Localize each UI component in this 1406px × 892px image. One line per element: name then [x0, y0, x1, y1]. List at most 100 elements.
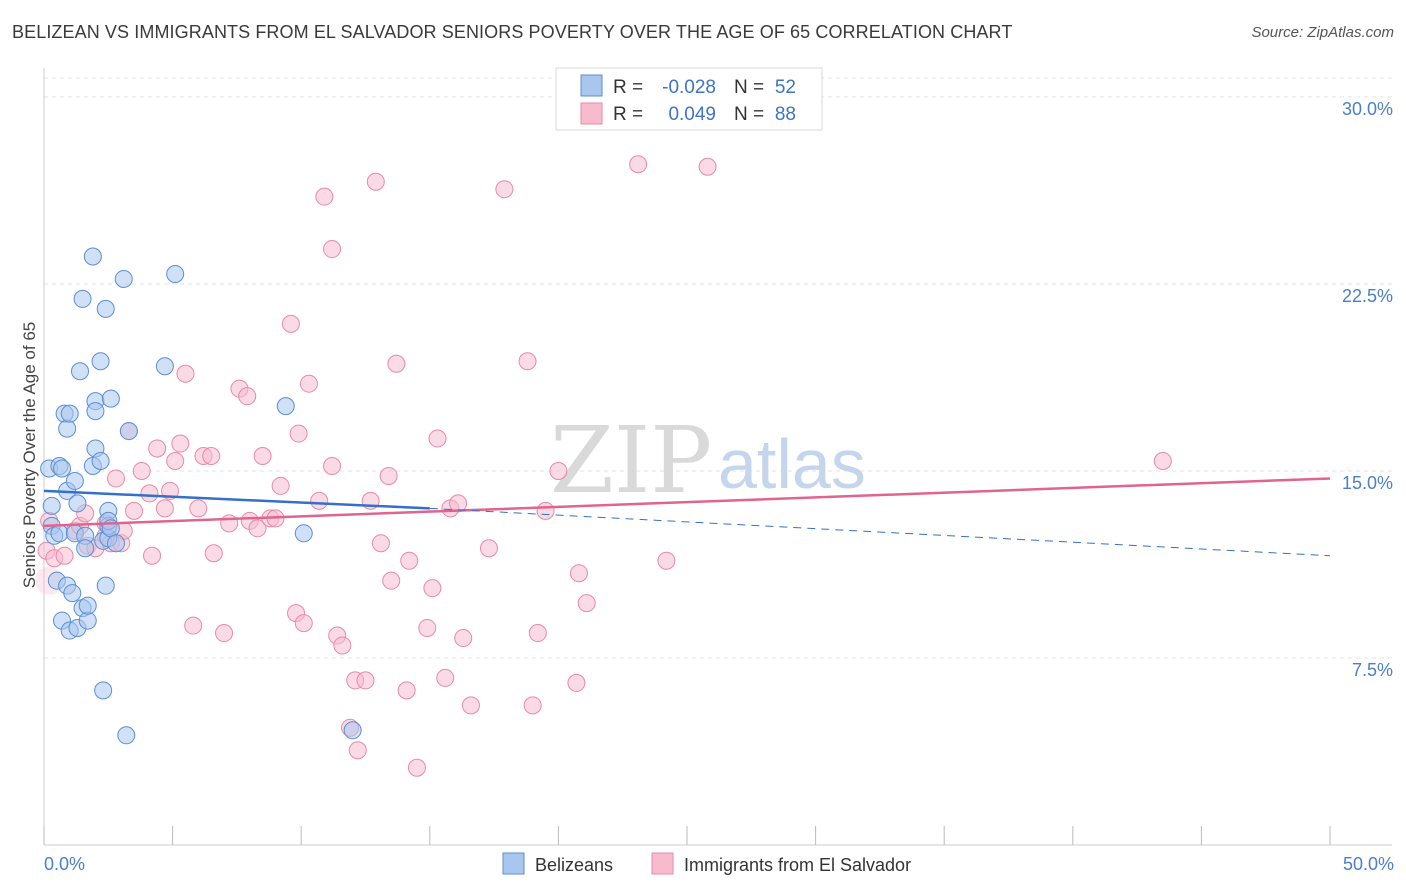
- el-salvador-point-71: [454, 629, 473, 648]
- el-salvador-point-48: [323, 240, 342, 259]
- belizeans-point-50: [276, 397, 295, 416]
- y-tick-label-3: 30.0%: [1342, 99, 1393, 119]
- el-salvador-point-29: [202, 447, 221, 466]
- belizeans-point-20: [71, 362, 90, 381]
- el-salvador-point-31: [215, 624, 234, 643]
- belizeans-point-42: [101, 389, 120, 408]
- el-salvador-point-68: [436, 668, 455, 687]
- belizeans-point-14: [60, 404, 79, 423]
- el-salvador-point-36: [248, 519, 267, 538]
- belizeans-point-25: [78, 611, 97, 630]
- el-salvador-point-81: [569, 564, 588, 583]
- belizeans-point-15: [63, 584, 82, 603]
- el-salvador-point-3: [55, 546, 74, 565]
- el-salvador-point-85: [698, 157, 717, 176]
- el-salvador-point-32: [220, 514, 239, 533]
- belizeans-point-32: [91, 451, 110, 470]
- el-salvador-point-23: [166, 451, 185, 470]
- belizeans-point-33: [91, 352, 110, 371]
- belizeans-point-45: [114, 269, 133, 288]
- belizeans-point-46: [117, 726, 136, 745]
- el-salvador-point-46: [310, 491, 329, 510]
- el-salvador-point-41: [281, 314, 300, 333]
- el-salvador-point-74: [495, 180, 514, 199]
- belizeans-point-26: [78, 596, 97, 615]
- el-salvador-point-24: [171, 434, 190, 453]
- el-salvador-point-12: [107, 469, 126, 488]
- legend-n-label-2: N =: [734, 104, 764, 125]
- el-salvador-point-16: [125, 501, 144, 520]
- el-salvador-point-49: [323, 456, 342, 475]
- legend-swatch-el-salvador: [580, 102, 603, 125]
- legend-r-value-1: -0.028: [662, 77, 716, 98]
- el-salvador-point-75: [518, 352, 537, 371]
- el-salvador-point-76: [523, 696, 542, 715]
- el-salvador-point-62: [397, 681, 416, 700]
- belizeans-point-24: [76, 539, 95, 558]
- watermark-zip: ZIP: [550, 407, 712, 514]
- belizeans-trend-line: [43, 489, 430, 510]
- bottom-legend: Belizeans Immigrants from El Salvador: [502, 852, 911, 875]
- el-salvador-point-66: [423, 579, 442, 598]
- el-salvador-point-82: [577, 594, 596, 613]
- el-salvador-point-63: [400, 551, 419, 570]
- belizeans-point-10: [58, 419, 77, 438]
- belizeans-point-48: [155, 357, 174, 376]
- el-salvador-point-70: [449, 494, 468, 513]
- legend-n-value-2: 88: [775, 104, 796, 125]
- el-salvador-point-61: [387, 354, 406, 373]
- bottom-legend-swatch-belizeans: [502, 852, 525, 875]
- legend-swatch-belizeans: [580, 74, 603, 97]
- legend-r-label-2: R =: [613, 104, 643, 125]
- el-salvador-point-79: [549, 461, 568, 480]
- el-salvador-point-78: [536, 501, 555, 520]
- el-salvador-point-57: [366, 172, 385, 191]
- el-salvador-point-37: [253, 447, 272, 466]
- bottom-legend-el-salvador: Immigrants from El Salvador: [684, 855, 911, 875]
- el-salvador-point-83: [629, 155, 648, 174]
- el-salvador-point-60: [382, 571, 401, 590]
- y-axis-label: Seniors Poverty Over the Age of 65: [20, 322, 39, 588]
- belizeans-point-16: [65, 471, 84, 490]
- el-salvador-point-58: [371, 534, 390, 553]
- belizeans-point-52: [343, 721, 362, 740]
- belizeans-point-28: [83, 247, 102, 266]
- el-salvador-point-84: [657, 551, 676, 570]
- watermark: ZIP atlas: [550, 407, 866, 514]
- belizeans-point-47: [119, 422, 138, 441]
- y-tick-label-2: 22.5%: [1342, 286, 1393, 306]
- belizeans-point-21: [73, 289, 92, 308]
- belizeans-point-6: [50, 524, 69, 543]
- series-belizeans-points: [40, 247, 362, 745]
- el-salvador-trend-line: [43, 477, 1331, 528]
- el-salvador-point-22: [161, 481, 180, 500]
- x-tick-max: 50.0%: [1343, 854, 1394, 874]
- el-salvador-point-73: [479, 539, 498, 558]
- x-tick-min: 0.0%: [44, 854, 85, 874]
- axes: [43, 68, 1392, 846]
- bottom-legend-belizeans: Belizeans: [535, 855, 613, 875]
- el-salvador-point-65: [418, 619, 437, 638]
- belizeans-point-31: [86, 402, 105, 421]
- el-salvador-point-45: [299, 374, 318, 393]
- el-salvador-point-44: [294, 614, 313, 633]
- trend-lines: [43, 477, 1331, 557]
- el-salvador-point-64: [407, 758, 426, 777]
- belizeans-trend-extension: [429, 507, 1331, 557]
- el-salvador-point-80: [567, 673, 586, 692]
- el-salvador-point-51: [333, 636, 352, 655]
- el-salvador-point-17: [132, 461, 151, 480]
- belizeans-point-34: [94, 681, 113, 700]
- belizeans-point-1: [42, 496, 61, 515]
- belizeans-point-18: [68, 494, 87, 513]
- el-salvador-point-25: [176, 364, 195, 383]
- belizeans-point-51: [294, 524, 313, 543]
- legend-n-value-1: 52: [775, 77, 796, 98]
- el-salvador-point-43: [289, 424, 308, 443]
- belizeans-point-36: [96, 299, 115, 318]
- el-salvador-point-47: [315, 187, 334, 206]
- gridlines: [44, 77, 1392, 659]
- belizeans-point-7: [53, 459, 72, 478]
- legend-box: R = -0.028 N = 52 R = 0.049 N = 88: [555, 67, 823, 131]
